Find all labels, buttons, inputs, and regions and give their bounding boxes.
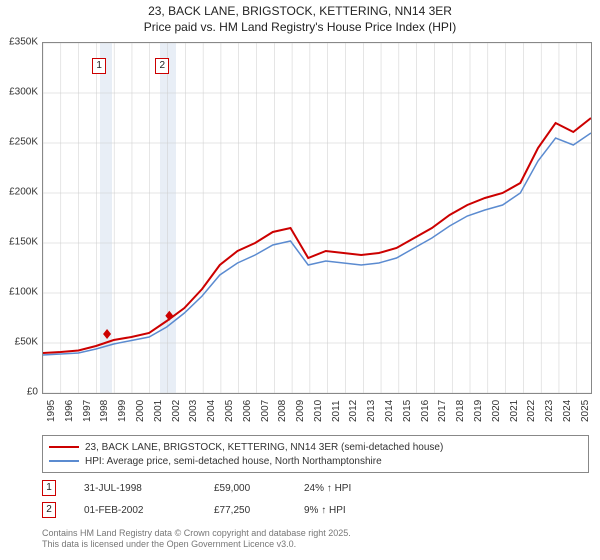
legend-swatch-2 (49, 460, 79, 462)
title-line-2: Price paid vs. HM Land Registry's House … (0, 20, 600, 36)
plot-svg (43, 43, 591, 393)
xtick-label: 1999 (117, 400, 128, 422)
xtick-label: 2006 (242, 400, 253, 422)
xtick-label: 2020 (491, 400, 502, 422)
sale-row-1: 1 31-JUL-1998 £59,000 24% ↑ HPI (42, 480, 589, 496)
sale-delta-1: 24% ↑ HPI (304, 483, 351, 494)
legend-label-1: 23, BACK LANE, BRIGSTOCK, KETTERING, NN1… (85, 442, 443, 453)
xtick-label: 2015 (402, 400, 413, 422)
sale-badge-1: 1 (42, 480, 56, 496)
sale-price-1: £59,000 (214, 483, 304, 494)
sale-price-2: £77,250 (214, 505, 304, 516)
ytick-label: £300K (9, 87, 38, 98)
xtick-label: 2014 (384, 400, 395, 422)
legend-row-1: 23, BACK LANE, BRIGSTOCK, KETTERING, NN1… (49, 440, 582, 454)
sale-delta-2: 9% ↑ HPI (304, 505, 346, 516)
xtick-label: 2023 (544, 400, 555, 422)
xtick-label: 2025 (580, 400, 591, 422)
sale-badge-2: 2 (42, 502, 56, 518)
xtick-label: 2016 (420, 400, 431, 422)
xtick-label: 2004 (206, 400, 217, 422)
ytick-label: £0 (27, 387, 38, 398)
ytick-label: £150K (9, 237, 38, 248)
sale-marker-label-1: 1 (92, 58, 106, 74)
legend-row-2: HPI: Average price, semi-detached house,… (49, 454, 582, 468)
ytick-label: £100K (9, 287, 38, 298)
xtick-label: 2022 (526, 400, 537, 422)
ytick-label: £50K (15, 337, 38, 348)
ytick-label: £350K (9, 37, 38, 48)
footer-line-2: This data is licensed under the Open Gov… (42, 539, 351, 550)
xtick-label: 2000 (135, 400, 146, 422)
plot-area: 12 (42, 42, 592, 394)
xtick-label: 2005 (224, 400, 235, 422)
ytick-label: £250K (9, 137, 38, 148)
footer: Contains HM Land Registry data © Crown c… (42, 528, 351, 551)
sale-date-1: 31-JUL-1998 (84, 483, 214, 494)
ytick-label: £200K (9, 187, 38, 198)
xtick-label: 2021 (509, 400, 520, 422)
legend: 23, BACK LANE, BRIGSTOCK, KETTERING, NN1… (42, 435, 589, 473)
xtick-label: 2012 (348, 400, 359, 422)
xtick-label: 1998 (99, 400, 110, 422)
legend-label-2: HPI: Average price, semi-detached house,… (85, 456, 382, 467)
legend-swatch-1 (49, 446, 79, 448)
xtick-label: 1995 (46, 400, 57, 422)
sale-marker-label-2: 2 (155, 58, 169, 74)
xtick-label: 2001 (153, 400, 164, 422)
xtick-label: 2007 (260, 400, 271, 422)
footer-line-1: Contains HM Land Registry data © Crown c… (42, 528, 351, 539)
sale-date-2: 01-FEB-2002 (84, 505, 214, 516)
xtick-label: 2010 (313, 400, 324, 422)
xtick-label: 2003 (188, 400, 199, 422)
title-line-1: 23, BACK LANE, BRIGSTOCK, KETTERING, NN1… (0, 4, 600, 20)
xtick-label: 2011 (331, 400, 342, 422)
xtick-label: 2017 (437, 400, 448, 422)
xtick-label: 2018 (455, 400, 466, 422)
xtick-label: 1997 (82, 400, 93, 422)
xtick-label: 1996 (64, 400, 75, 422)
xtick-label: 2009 (295, 400, 306, 422)
chart-container: 23, BACK LANE, BRIGSTOCK, KETTERING, NN1… (0, 0, 600, 560)
xtick-label: 2002 (171, 400, 182, 422)
xtick-label: 2019 (473, 400, 484, 422)
xtick-label: 2013 (366, 400, 377, 422)
chart-title: 23, BACK LANE, BRIGSTOCK, KETTERING, NN1… (0, 0, 600, 35)
xtick-label: 2008 (277, 400, 288, 422)
sale-row-2: 2 01-FEB-2002 £77,250 9% ↑ HPI (42, 502, 589, 518)
xtick-label: 2024 (562, 400, 573, 422)
